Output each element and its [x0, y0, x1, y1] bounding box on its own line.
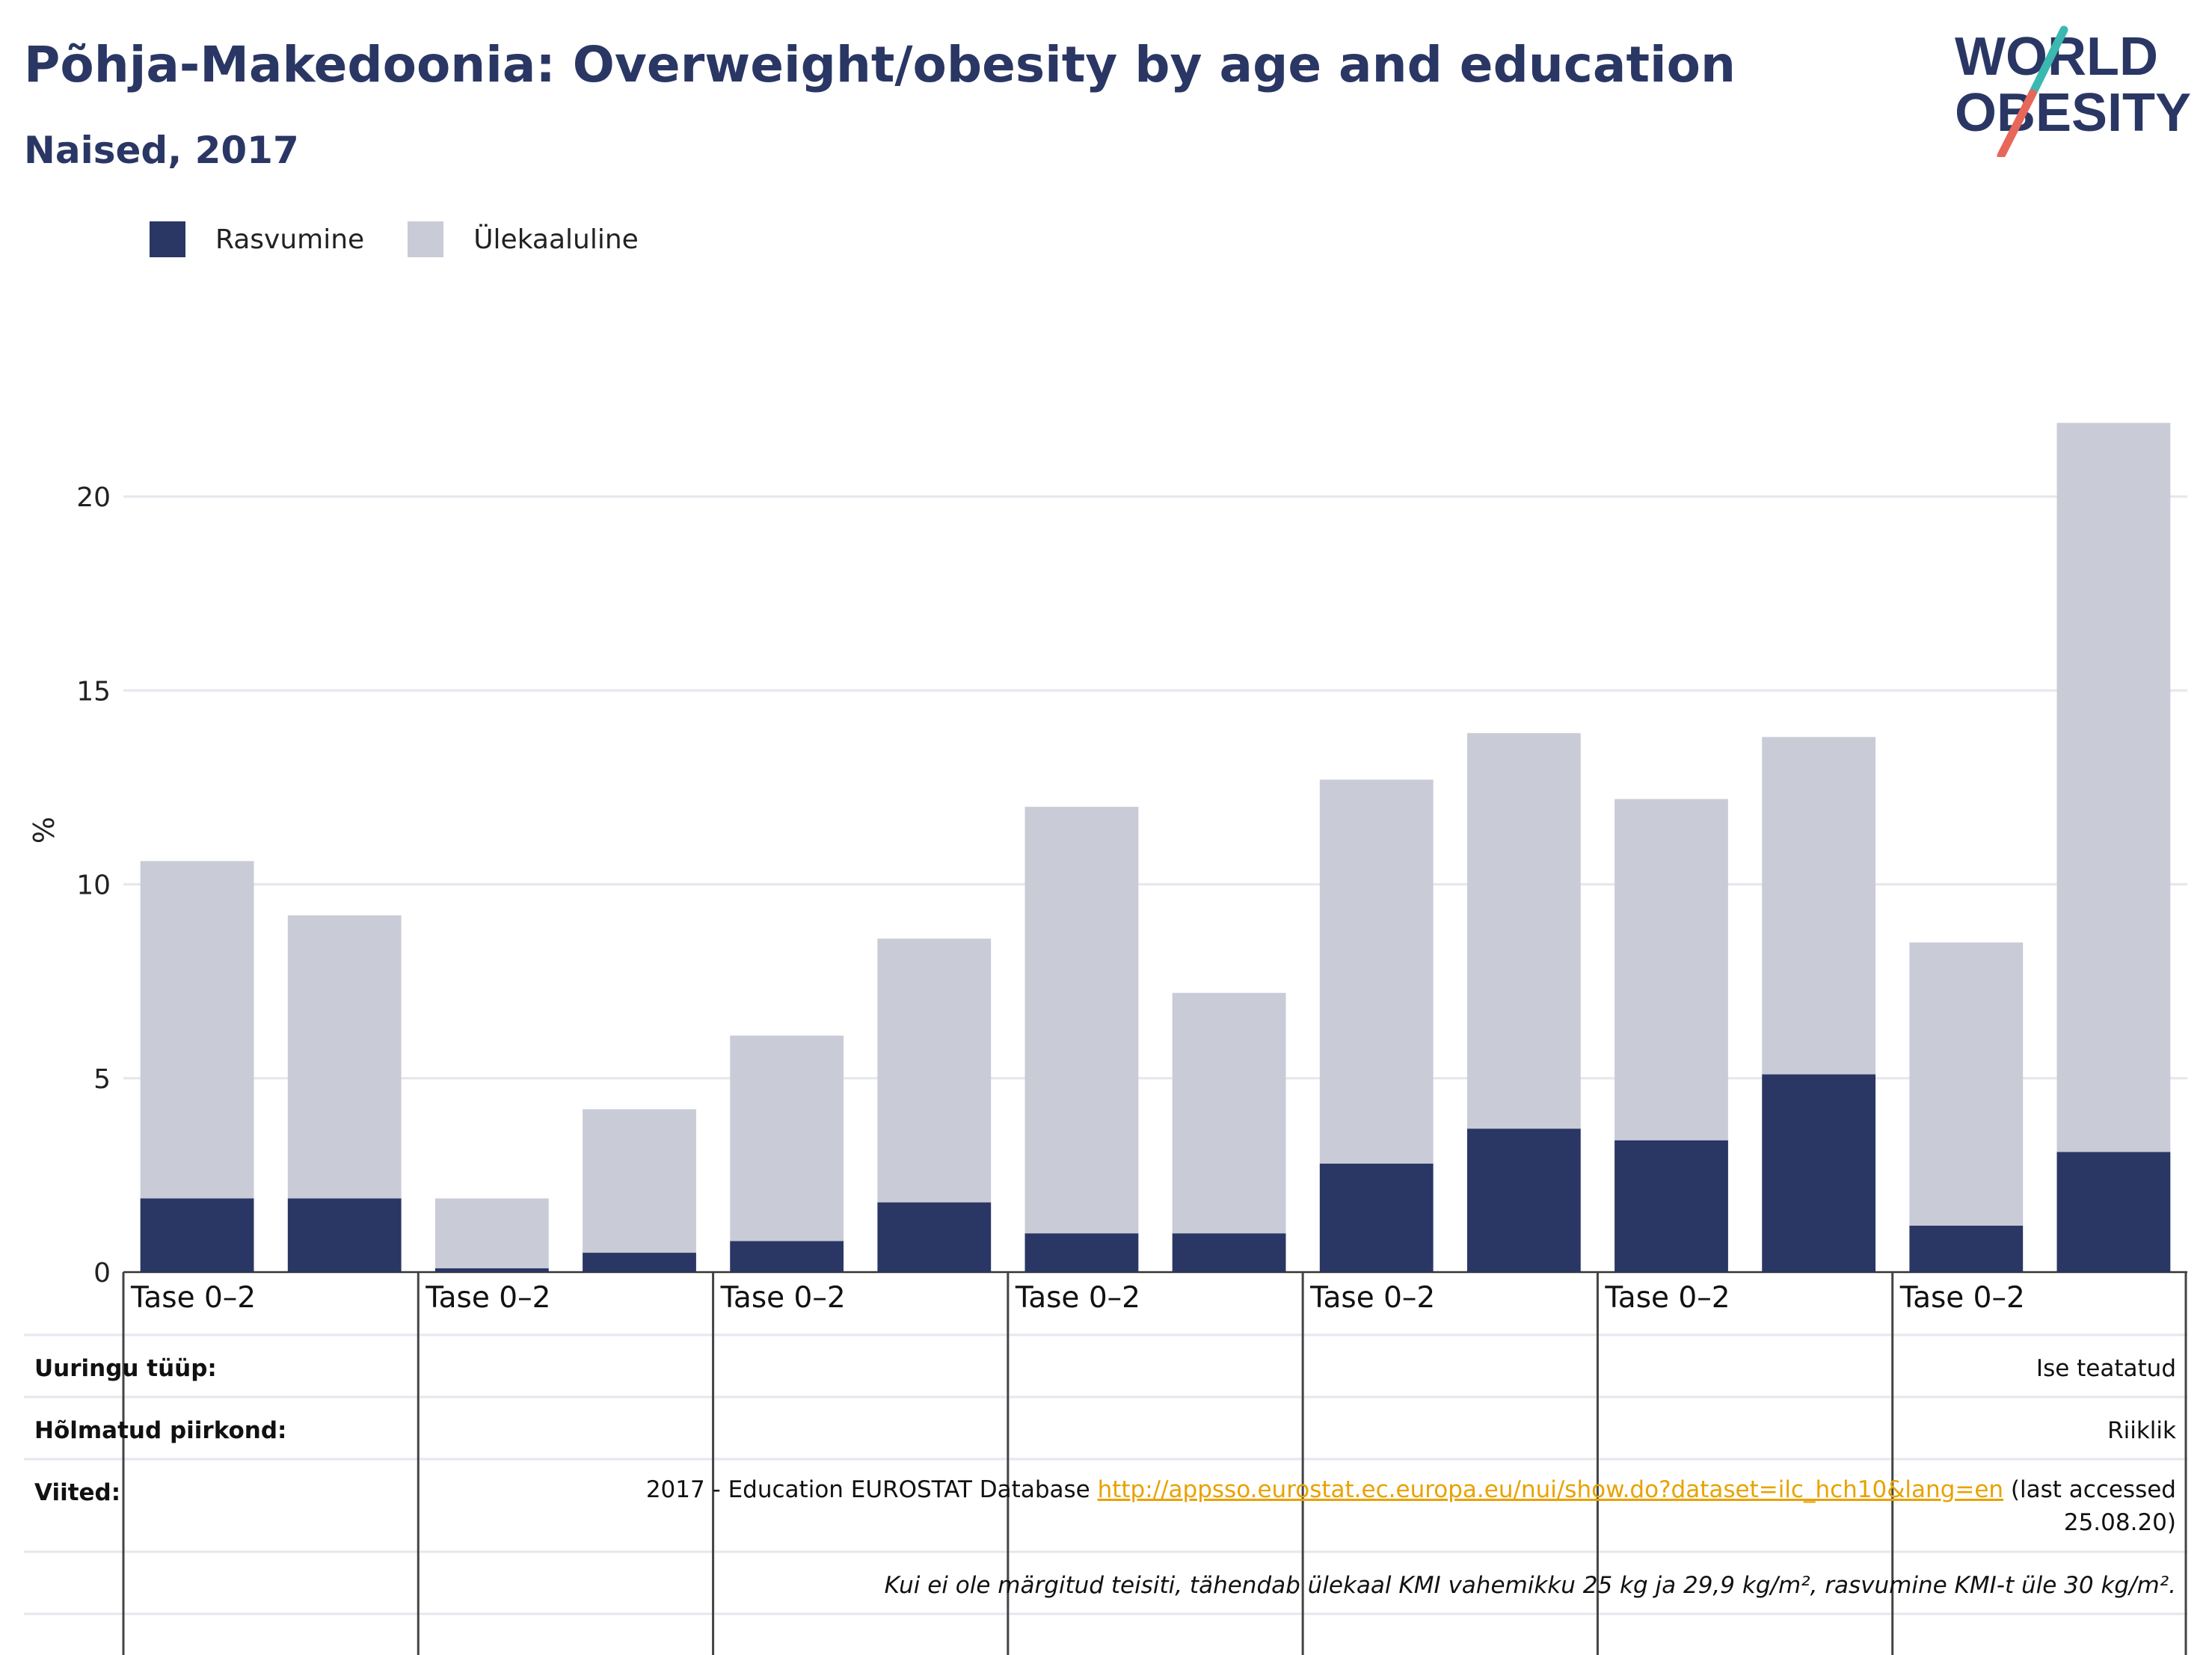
legend-swatch-obesity [150, 221, 185, 257]
bar-obesity[interactable] [1172, 1233, 1286, 1272]
bar-overweight[interactable] [1615, 799, 1728, 1140]
bar-obesity[interactable] [730, 1241, 844, 1272]
bar-obesity[interactable] [434, 1268, 549, 1272]
x-group-label: Tase 0–2 [425, 1281, 550, 1315]
references-link[interactable]: http://appsso.eurostat.ec.europa.eu/nui/… [1097, 1476, 2004, 1503]
bar-overweight[interactable] [2056, 423, 2171, 1152]
bar-obesity[interactable] [1319, 1163, 1434, 1272]
bar-overweight[interactable] [1024, 806, 1139, 1234]
bar-overweight[interactable] [1909, 942, 2024, 1226]
grid-lines [123, 495, 2187, 1274]
logo-slash-red [1997, 89, 2037, 157]
bar-obesity[interactable] [1024, 1233, 1139, 1272]
bar-overweight[interactable] [730, 1035, 844, 1241]
logo-slash-teal [2028, 25, 2068, 98]
bar-obesity[interactable] [1466, 1129, 1581, 1272]
y-tick-label: 15 [76, 676, 111, 707]
y-tick-label: 5 [93, 1064, 111, 1095]
x-group-label: Tase 0–2 [1899, 1281, 2025, 1315]
bar-obesity[interactable] [2056, 1152, 2171, 1272]
world-obesity-logo: WORLD OBESITY [1955, 25, 2191, 157]
y-tick-label: 10 [76, 871, 111, 901]
bars [140, 423, 2171, 1272]
x-group-label: Tase 0–2 [1015, 1281, 1140, 1315]
bar-overweight[interactable] [287, 915, 402, 1199]
bar-obesity[interactable] [583, 1253, 696, 1272]
bar-overweight[interactable] [1466, 733, 1581, 1129]
legend-label-overweight: Ülekaaluline [473, 224, 639, 255]
legend-label-obesity: Rasvumine [215, 224, 365, 255]
bar-obesity[interactable] [1615, 1140, 1728, 1272]
x-group-label: Tase 0–2 [1604, 1281, 1730, 1315]
bar-obesity[interactable] [140, 1198, 254, 1272]
x-group-label: Tase 0–2 [1309, 1281, 1435, 1315]
y-tick-label: 20 [76, 482, 111, 513]
legend-item-obesity[interactable]: Rasvumine [150, 221, 364, 257]
bar-obesity[interactable] [1762, 1074, 1876, 1272]
y-axis-title: % [28, 817, 61, 844]
legend-item-overweight[interactable]: Ülekaaluline [408, 221, 639, 257]
bar-overweight[interactable] [877, 939, 992, 1203]
y-tick-label: 0 [93, 1258, 111, 1289]
bar-obesity[interactable] [287, 1198, 402, 1272]
bar-overweight[interactable] [583, 1109, 696, 1253]
legend-swatch-overweight [408, 221, 444, 257]
info-table-lines [24, 1272, 2187, 1655]
survey-type-label: Uuringu tüüp: [34, 1355, 217, 1382]
x-axis-labels: Tase 0–2 Tase 0–2 Tase 0–2 Tase 0–2 Tase 0–2… [130, 1281, 2025, 1315]
bar-overweight[interactable] [1319, 779, 1434, 1164]
region-value: Riiklik [2107, 1417, 2176, 1444]
region-label: Hõlmatud piirkond: [34, 1417, 287, 1444]
bar-overweight[interactable] [140, 861, 254, 1199]
references-suffix: (last accessed 25.08.20) [2003, 1476, 2176, 1536]
chart-title: Põhja-Makedoonia: Overweight/obesity by … [24, 36, 1736, 93]
y-axis-ticks: 0 5 10 15 20 [76, 482, 111, 1289]
bar-obesity[interactable] [1909, 1225, 2024, 1272]
survey-type-value: Ise teatatud [2036, 1355, 2176, 1382]
references-prefix: 2017 - Education EUROSTAT Database [645, 1476, 1098, 1503]
bar-overweight[interactable] [1762, 737, 1876, 1075]
x-group-label: Tase 0–2 [720, 1281, 846, 1315]
references-text: 2017 - Education EUROSTAT Database http:… [531, 1473, 2176, 1539]
bar-overweight[interactable] [1172, 992, 1286, 1234]
definition-note: Kui ei ole märgitud teisiti, tähendab ül… [884, 1572, 2176, 1599]
bar-overweight[interactable] [434, 1198, 549, 1268]
legend: Rasvumine Ülekaaluline [150, 221, 682, 257]
chart-subtitle: Naised, 2017 [24, 129, 299, 172]
bar-obesity[interactable] [877, 1202, 992, 1272]
x-group-label: Tase 0–2 [130, 1281, 256, 1315]
logo-word-obesity: OBESITY [1955, 83, 2191, 143]
references-label: Viited: [34, 1479, 121, 1506]
